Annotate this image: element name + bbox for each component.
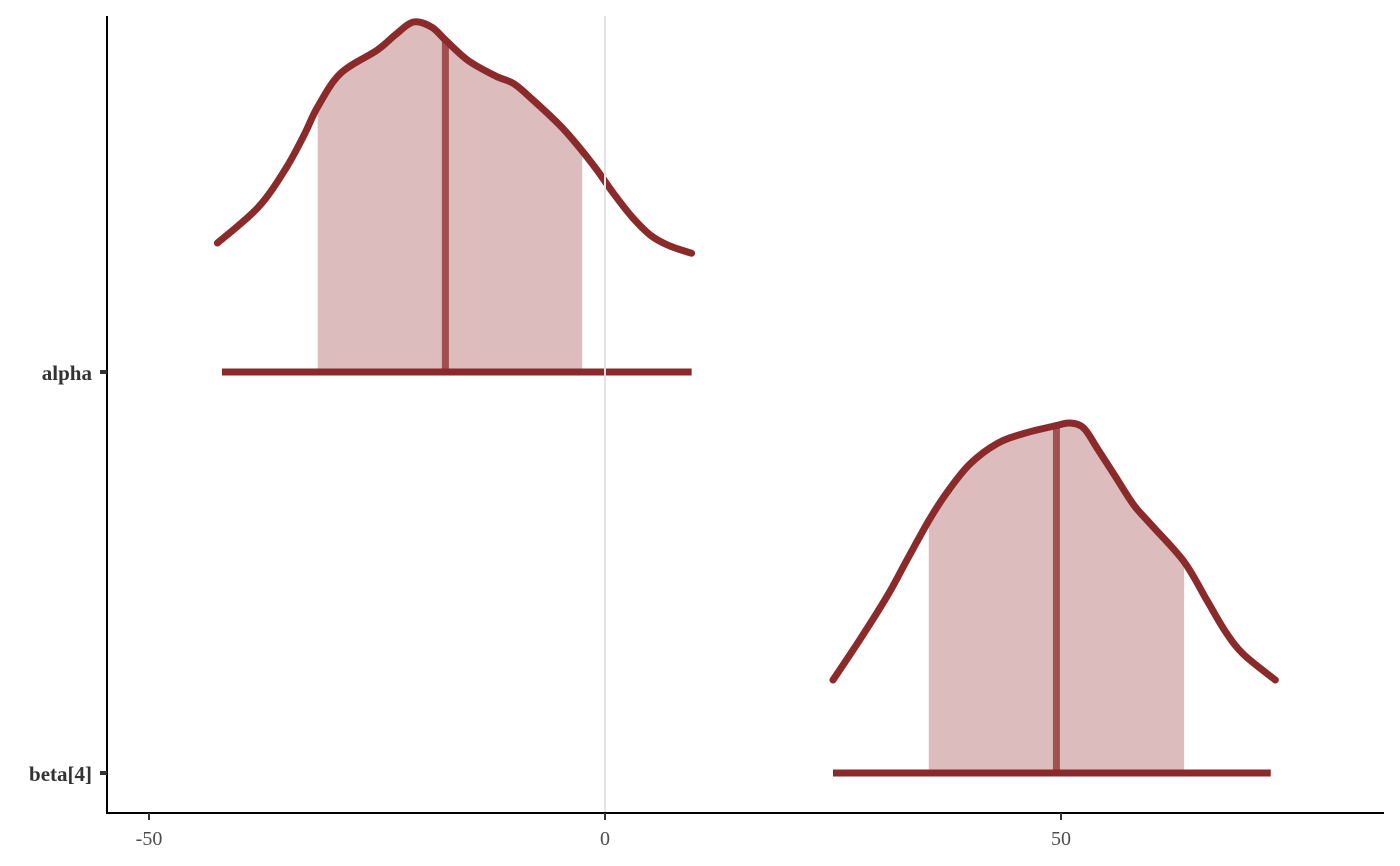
interval-area: [317, 22, 583, 370]
ridge-beta4: [829, 419, 1279, 777]
density-curve: [213, 18, 696, 257]
y-axis-ticks: alpha beta[4]: [29, 361, 107, 786]
ridge-alpha: [213, 18, 696, 376]
density-curve: [829, 419, 1279, 684]
y-label-beta4: beta[4]: [29, 762, 92, 786]
x-tick-label: 0: [600, 828, 610, 850]
x-tick-label: 50: [1051, 828, 1071, 850]
plot-area: [213, 18, 1279, 777]
y-label-alpha: alpha: [42, 361, 93, 385]
x-tick-label: -50: [136, 828, 163, 850]
x-axis-ticks: -50 0 50: [136, 813, 1071, 850]
